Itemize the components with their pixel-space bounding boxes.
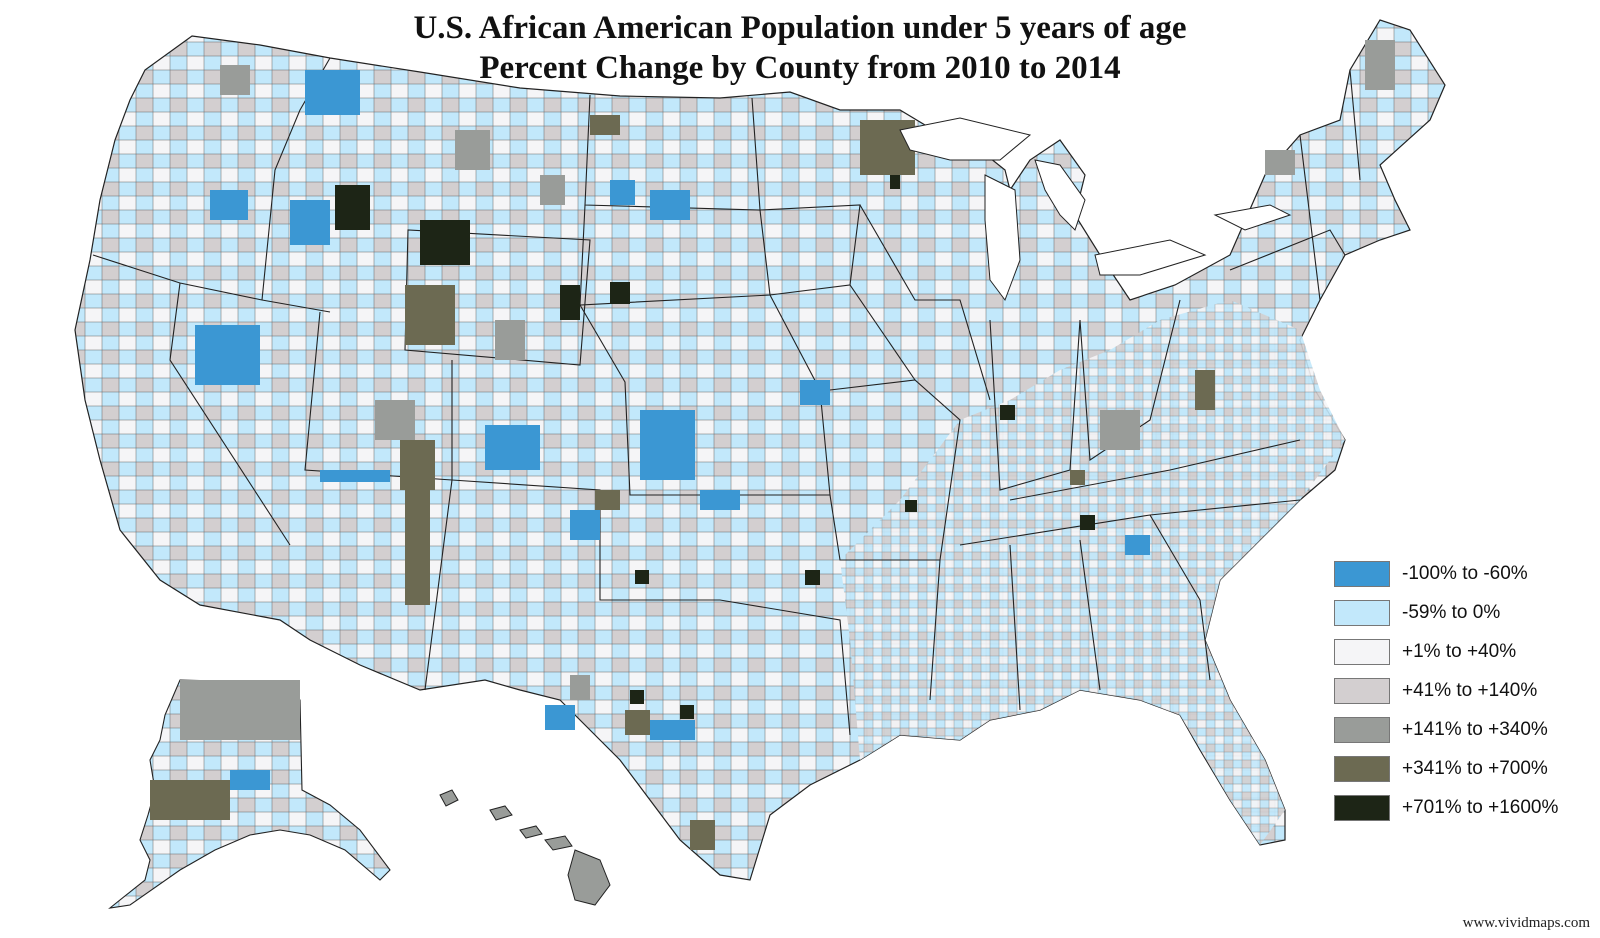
legend-swatch — [1334, 677, 1390, 704]
alaska-highlight-blue — [230, 770, 270, 790]
hawaii-shape — [439, 789, 611, 906]
legend-label: -59% to 0% — [1402, 601, 1501, 623]
legend-label: +41% to +140% — [1402, 679, 1538, 701]
legend-swatch — [1334, 560, 1390, 587]
legend-item: +141% to +340% — [1334, 710, 1594, 749]
map-title: U.S. African American Population under 5… — [0, 8, 1600, 88]
legend-swatch — [1334, 755, 1390, 782]
legend-label: -100% to -60% — [1402, 562, 1528, 584]
legend-swatch — [1334, 794, 1390, 821]
legend-swatch — [1334, 716, 1390, 743]
legend-label: +701% to +1600% — [1402, 796, 1559, 818]
legend-item: +701% to +1600% — [1334, 788, 1594, 827]
legend-item: +1% to +40% — [1334, 632, 1594, 671]
county-highlights — [195, 40, 1395, 850]
legend-label: +341% to +700% — [1402, 757, 1548, 779]
legend-item: +341% to +700% — [1334, 749, 1594, 788]
title-line-2: Percent Change by County from 2010 to 20… — [479, 50, 1121, 86]
legend-swatch — [1334, 638, 1390, 665]
legend-label: +141% to +340% — [1402, 718, 1548, 740]
title-line-1: U.S. African American Population under 5… — [413, 10, 1187, 46]
alaska-highlight-olive — [150, 780, 230, 820]
legend-swatch — [1334, 599, 1390, 626]
legend-item: -59% to 0% — [1334, 593, 1594, 632]
legend-item: -100% to -60% — [1334, 554, 1594, 593]
great-lakes — [899, 117, 1292, 302]
legend: -100% to -60% -59% to 0% +1% to +40% +41… — [1334, 554, 1594, 827]
source-credit[interactable]: www.vividmaps.com — [1462, 915, 1590, 931]
eastern-us-counties — [840, 300, 1345, 845]
legend-item: +41% to +140% — [1334, 671, 1594, 710]
alaska-highlight-gray — [180, 680, 300, 740]
legend-label: +1% to +40% — [1402, 640, 1517, 662]
